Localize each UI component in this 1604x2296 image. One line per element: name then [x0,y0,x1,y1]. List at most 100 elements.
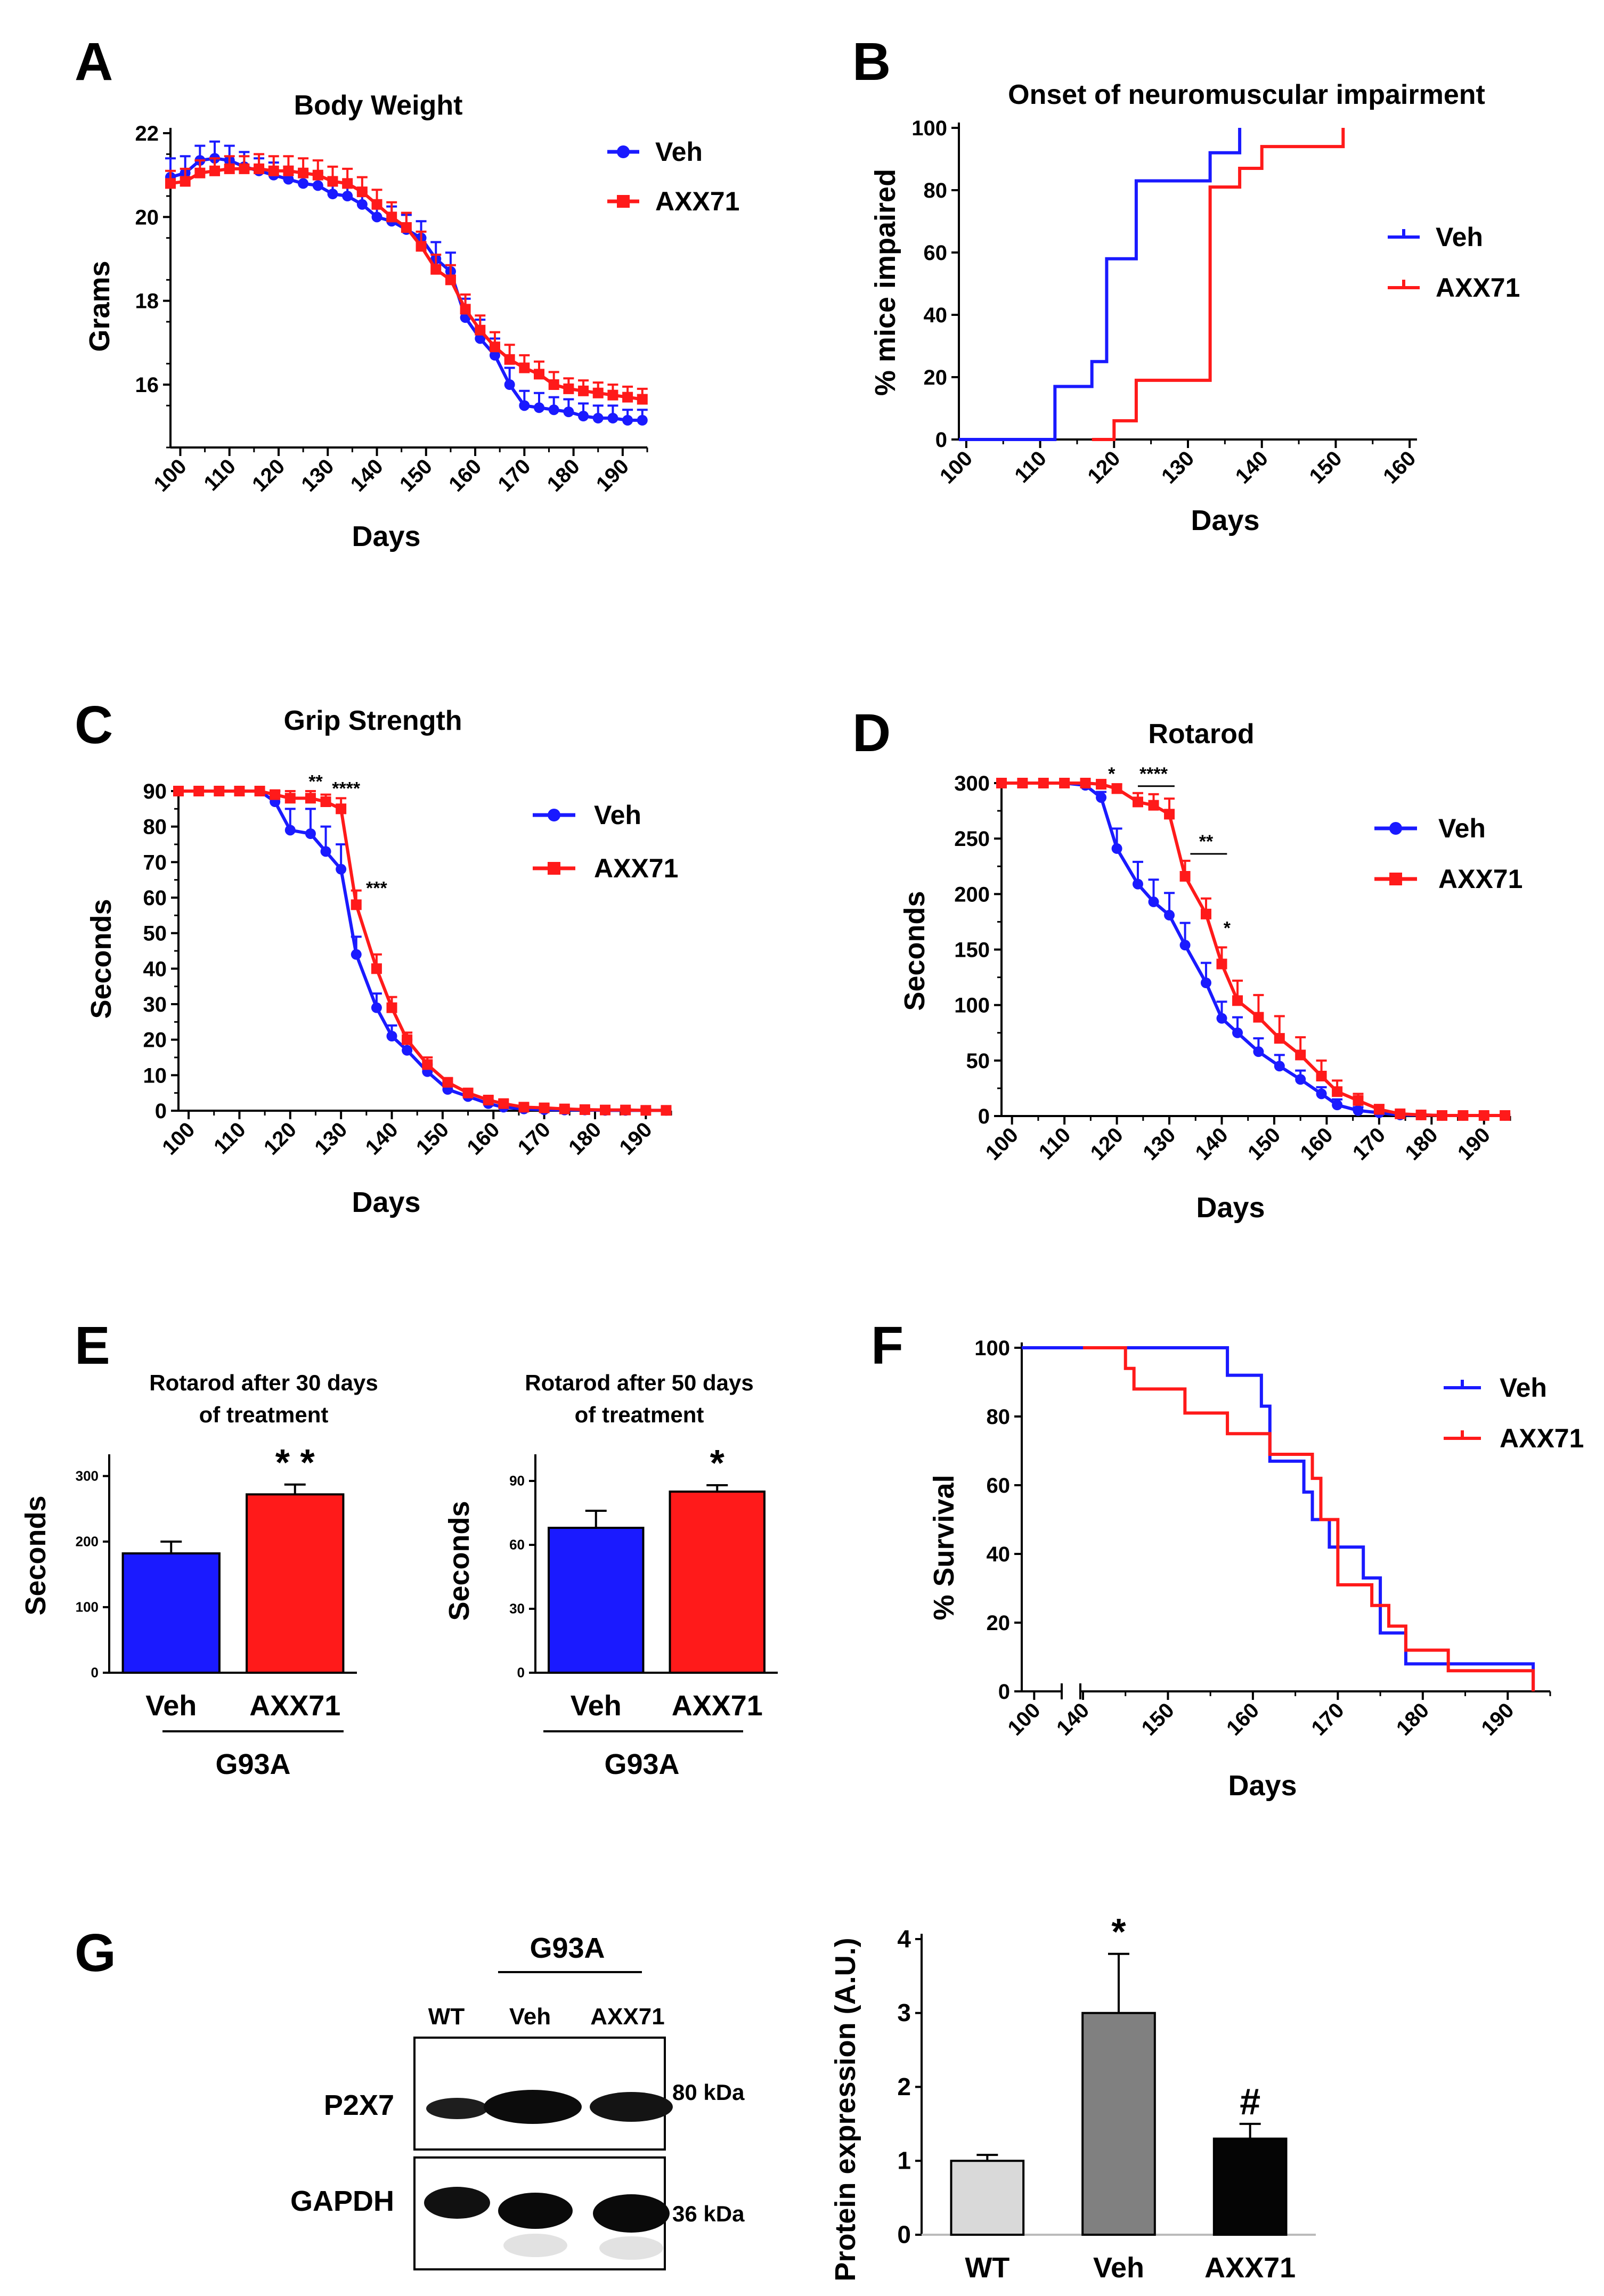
axx71-data-point [519,362,530,373]
axx71-data-point [489,341,500,353]
significance-annotation: * [1224,918,1231,938]
legend-axx71-marker [1389,873,1402,885]
veh-data-point [1216,1013,1227,1024]
axx71-data-point [578,385,589,396]
panel-g-western-blot: G G93A WT Veh AXX71 P2X7 GAPDH 80 kDa 36… [75,1923,745,2270]
panel-d-legend-veh: Veh [1438,813,1486,843]
panel-d-legend: Veh AXX71 [1374,813,1522,894]
axx71-data-point [1216,958,1227,970]
axx71-data-point [1478,1110,1489,1121]
axx71-data-point [386,1002,397,1013]
axx71-data-point [1500,1110,1511,1121]
y-tick-label: 60 [509,1537,525,1553]
y-tick-label: 20 [924,366,948,389]
axx71-data-point [563,383,574,394]
panel-f-ylabel: % Survival [928,1475,960,1620]
axx71-data-point [430,264,442,275]
y-tick-label: 60 [143,886,167,910]
axx71-data-point [1200,908,1211,919]
axx71-data-point [607,389,618,401]
axx71-data-point [234,786,245,796]
veh-category-label: Veh [145,1690,197,1722]
legend-veh-marker [617,145,630,158]
panel-b-title: Onset of neuromuscular impairment [1008,79,1485,110]
axx71-step-line [1092,128,1345,441]
axx71-data-point [209,165,221,176]
panel-a-title: Body Weight [294,90,463,121]
panel-f-legend-axx71: AXX71 [1500,1423,1584,1453]
y-tick-label: 30 [509,1601,525,1617]
axx71-data-point [1395,1108,1406,1119]
axx71-significance: * [710,1442,725,1484]
veh-data-point [1200,978,1211,988]
panel-d-title: Rotarod [1148,719,1254,750]
axx71-data-point [1437,1110,1448,1121]
y-tick-label: 3 [897,1999,911,2026]
blot-gapdh-band-veh [498,2193,573,2229]
axx71-data-point [600,1104,611,1116]
veh-data-point [298,178,309,189]
panel-c-title: Grip Strength [283,705,462,736]
panel-e1-title-line2: of treatment [199,1402,329,1427]
axx71-data-point [1373,1104,1385,1115]
y-tick-label: 100 [76,1599,99,1615]
veh-data-point [489,349,500,361]
y-tick-label: 40 [143,957,167,981]
veh-data-point [336,864,347,875]
veh-bar [548,1527,645,1674]
axx71-data-point [640,1105,652,1116]
veh-data-point [327,189,338,200]
panel-e2-ylabel: Seconds [443,1501,475,1621]
axx71-category-label: AXX71 [249,1690,340,1722]
veh-data-point [1316,1088,1327,1100]
veh-data-point [622,414,633,426]
significance-annotation: ** [308,771,323,792]
panel-e1-group-label: G93A [215,1748,290,1780]
axx71-data-point [637,394,648,405]
significance-annotation: ** [1199,832,1214,852]
axx71-data-point [1458,1110,1469,1121]
y-tick-label: 200 [954,883,990,906]
axx71-data-point [504,354,515,365]
axx71-data-point [371,963,382,974]
axx71-data-point [401,222,412,233]
panel-g-ylabel: Protein expression (A.U.) [829,1937,861,2281]
axx71-data-point [342,178,353,189]
axx71-data-point [402,1034,413,1045]
panel-g-plot: 0 1 2 3 4 WT Veh * AXX71 # [897,1911,1316,2284]
axx71-data-point [539,1102,550,1113]
axx71-data-point [351,899,362,910]
veh-data-point [1179,940,1191,951]
axx71-data-point [386,211,397,223]
panel-e1-title: Rotarod after 30 days [149,1370,378,1395]
panel-c-xlabel: Days [352,1186,420,1218]
axx71-data-point [1164,809,1175,820]
y-tick-label: 0 [155,1100,167,1123]
axx71-data-point [1179,871,1191,882]
y-tick-label: 80 [143,816,167,839]
axx71-data-point [270,789,281,800]
axx71-data-point [1295,1049,1306,1061]
panel-d-ylabel: Seconds [899,891,931,1011]
y-tick-label: 10 [143,1064,167,1087]
axx71-data-point [1332,1086,1343,1097]
legend-axx71-marker [548,862,560,875]
axx71-data-point [336,803,347,815]
veh-bar [121,1552,221,1674]
panel-c-ylabel: Seconds [85,899,117,1019]
axx71-data-point [1038,778,1049,788]
axx71-significance: * * [275,1442,315,1483]
y-tick-label: 0 [91,1665,99,1681]
axx71-category-label: AXX71 [1204,2252,1296,2284]
axx71-data-point [371,199,382,210]
y-tick-label: 18 [135,290,159,313]
legend-axx71-marker [617,195,630,208]
axx71-data-point [1017,778,1028,788]
panel-e-rotarod-30-days-chart: E Rotarod after 30 days of treatment 0 10… [20,1316,378,1780]
panel-f-legend-veh: Veh [1500,1373,1547,1403]
veh-data-point [342,191,353,201]
axx71-data-point [1132,796,1143,808]
panel-a-legend-axx71: AXX71 [655,186,739,216]
axx71-data-point [622,392,633,403]
